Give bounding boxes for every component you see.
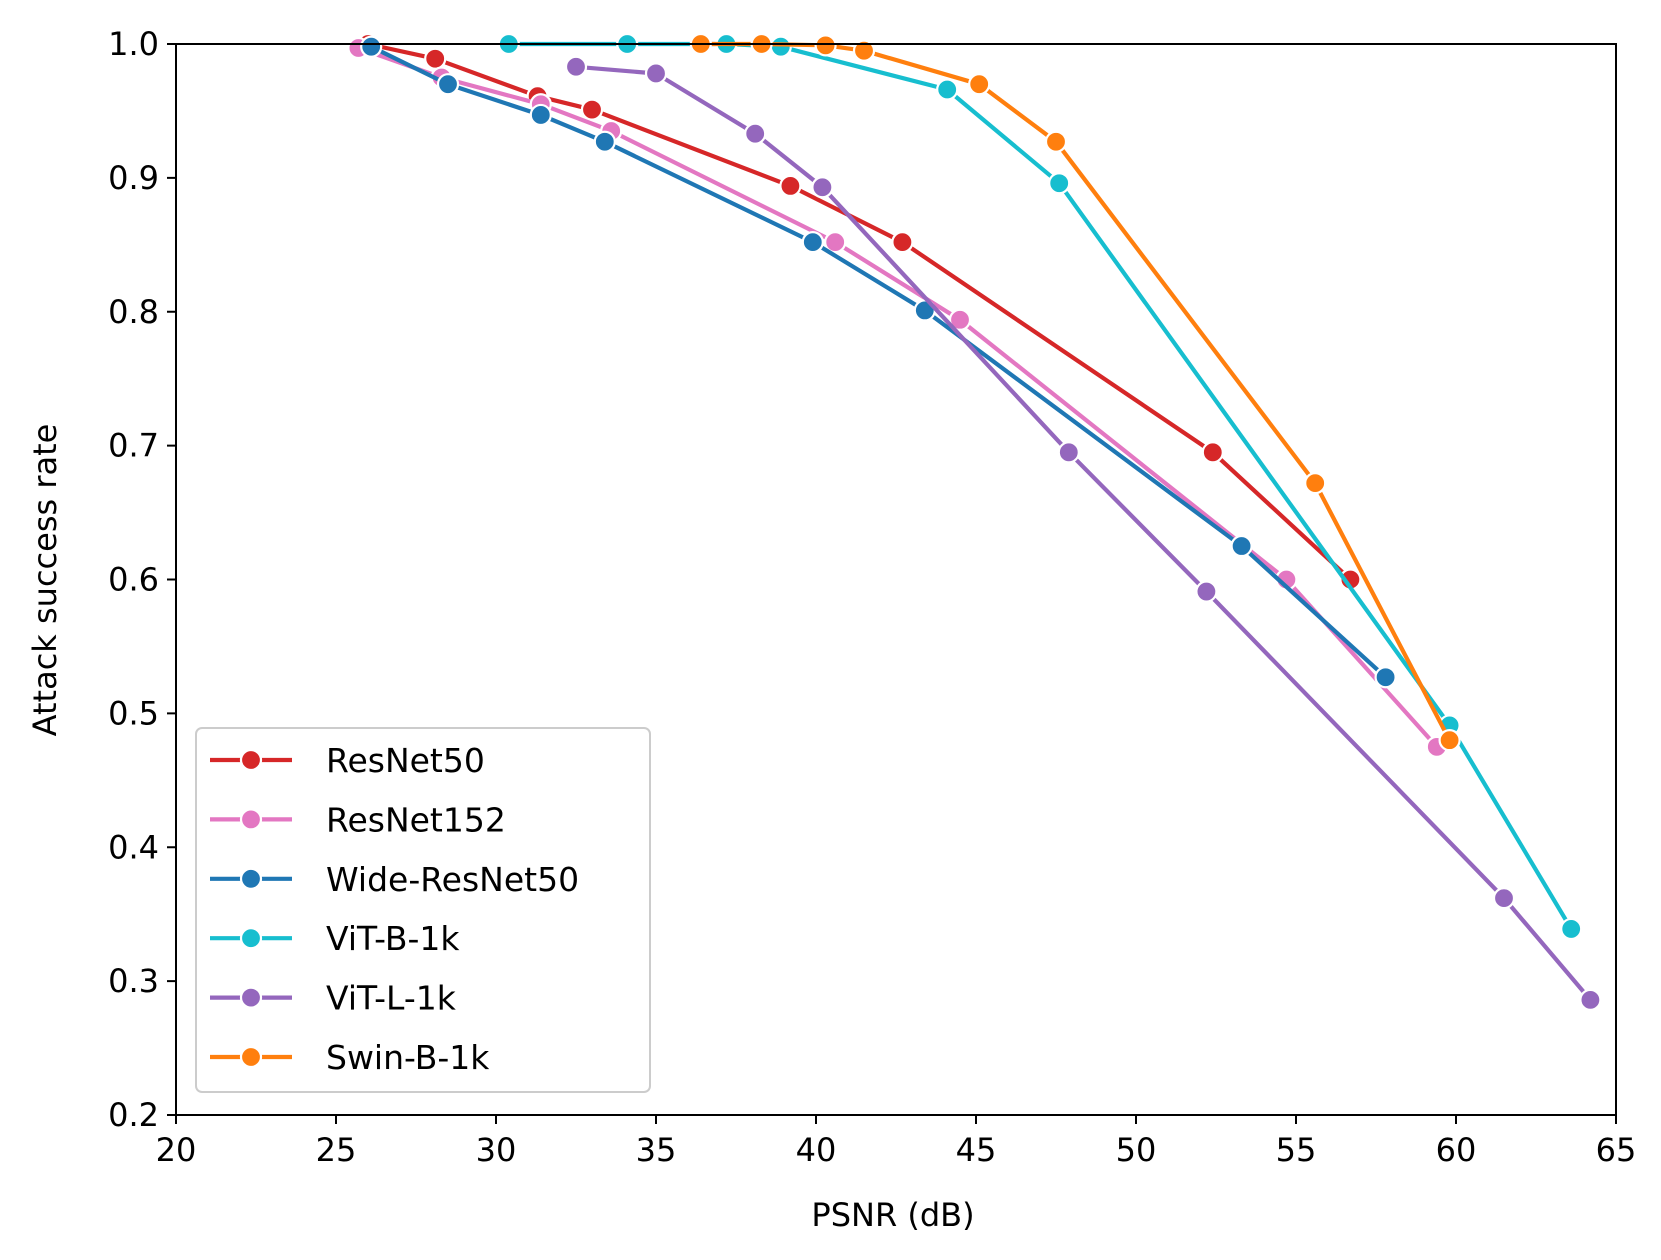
data-point-vit-l-1k xyxy=(1057,441,1080,464)
y-tick-label: 0.3 xyxy=(108,962,159,1000)
series-vit-l-1k xyxy=(564,55,1602,1011)
y-tick-label: 0.2 xyxy=(108,1096,159,1134)
x-tick-label: 50 xyxy=(1116,1131,1157,1169)
y-axis: 0.2 0.3 0.4 0.5 0.6 0.7 0.8 0.9 1.0 xyxy=(108,25,176,1134)
data-point-wide-resnet50 xyxy=(529,103,552,127)
y-axis-label: Attack success rate xyxy=(26,424,64,737)
data-point-vit-b-1k xyxy=(936,78,959,101)
data-point-vit-b-1k xyxy=(1048,172,1071,195)
data-point-resnet50 xyxy=(580,98,604,121)
data-point-swin-b-1k xyxy=(1304,472,1327,495)
legend-label: ResNet152 xyxy=(326,800,506,839)
legend-label: ViT-B-1k xyxy=(326,919,460,958)
series-line-vit-l-1k xyxy=(573,64,1593,1003)
legend-item-vit-b-1k: ViT-B-1k xyxy=(210,919,460,958)
series-line-resnet50 xyxy=(365,41,1353,582)
legend-swatch-marker xyxy=(239,986,263,1009)
x-tick-label: 45 xyxy=(956,1131,997,1169)
x-tick-label: 35 xyxy=(636,1131,677,1169)
data-point-vit-b-1k xyxy=(769,35,792,58)
x-tick-label: 65 xyxy=(1596,1131,1637,1169)
x-axis-label: PSNR (dB) xyxy=(811,1196,974,1234)
y-tick-label: 0.9 xyxy=(108,159,159,197)
data-point-vit-l-1k xyxy=(744,122,767,145)
data-point-vit-l-1k xyxy=(644,62,668,85)
data-point-resnet50 xyxy=(779,174,802,198)
x-tick-label: 55 xyxy=(1276,1131,1317,1169)
legend-label: ResNet50 xyxy=(326,741,485,780)
legend-item-resnet50: ResNet50 xyxy=(210,741,485,780)
data-point-swin-b-1k xyxy=(852,39,876,62)
legend-swatch-marker xyxy=(239,927,263,950)
data-point-wide-resnet50 xyxy=(593,130,616,153)
data-point-wide-resnet50 xyxy=(1230,534,1253,558)
y-tick-label: 0.5 xyxy=(108,694,159,732)
x-axis: 20 25 30 35 40 45 50 55 60 65 xyxy=(156,1115,1637,1169)
legend-item-wide-resnet50: Wide-ResNet50 xyxy=(210,860,579,899)
data-point-vit-l-1k xyxy=(1195,580,1218,603)
data-point-resnet50 xyxy=(1201,441,1224,464)
x-tick-label: 40 xyxy=(796,1131,837,1169)
x-tick-label: 25 xyxy=(316,1131,357,1169)
y-tick-label: 0.6 xyxy=(108,561,159,599)
data-point-resnet50 xyxy=(424,47,447,70)
data-point-wide-resnet50 xyxy=(360,35,383,58)
y-tick-label: 1.0 xyxy=(108,25,159,63)
legend-swatch-marker xyxy=(239,748,263,772)
legend-item-resnet152: ResNet152 xyxy=(210,800,506,839)
data-point-vit-l-1k xyxy=(811,176,834,199)
x-tick-label: 30 xyxy=(476,1131,517,1169)
legend-swatch-marker xyxy=(239,1045,263,1069)
data-point-vit-l-1k xyxy=(564,55,588,78)
legend-label: Wide-ResNet50 xyxy=(326,860,579,899)
legend-swatch-marker xyxy=(239,808,263,831)
data-point-swin-b-1k xyxy=(968,73,991,96)
data-point-vit-l-1k xyxy=(1492,887,1516,910)
data-point-swin-b-1k xyxy=(814,34,837,57)
series-line-wide-resnet50 xyxy=(369,44,1388,680)
y-tick-label: 0.7 xyxy=(108,427,159,465)
data-point-wide-resnet50 xyxy=(1374,666,1397,689)
data-point-resnet152 xyxy=(948,308,972,331)
data-point-swin-b-1k xyxy=(1044,130,1068,153)
legend: ResNet50 ResNet152 Wide-ResNet50 ViT-B-1k Vi… xyxy=(195,727,651,1093)
series-wide-resnet50 xyxy=(360,35,1397,689)
legend-label: ViT-L-1k xyxy=(326,979,457,1018)
series-layer xyxy=(347,32,1602,1011)
x-tick-label: 60 xyxy=(1436,1131,1477,1169)
legend-item-vit-l-1k: ViT-L-1k xyxy=(210,979,457,1018)
legend-label: Swin-B-1k xyxy=(326,1038,490,1077)
data-point-wide-resnet50 xyxy=(436,73,460,96)
data-point-resnet50 xyxy=(891,231,914,254)
data-point-vit-b-1k xyxy=(1560,917,1583,941)
legend-box xyxy=(195,727,651,1093)
data-point-swin-b-1k xyxy=(1438,729,1461,752)
y-tick-label: 0.8 xyxy=(108,293,159,331)
legend-item-swin-b-1k: Swin-B-1k xyxy=(210,1038,490,1077)
data-point-vit-l-1k xyxy=(1579,988,1602,1011)
x-tick-label: 20 xyxy=(156,1131,197,1169)
y-tick-label: 0.4 xyxy=(108,828,159,866)
data-point-resnet152 xyxy=(824,231,847,254)
legend-swatch-marker xyxy=(239,867,263,890)
data-point-wide-resnet50 xyxy=(801,231,824,254)
